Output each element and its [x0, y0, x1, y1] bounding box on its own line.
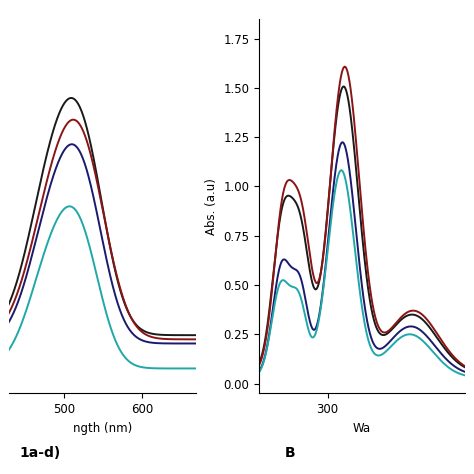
1a: [349, 128, 355, 134]
1d: [462, 373, 467, 378]
Line: 1b: 1b: [2, 119, 196, 339]
1b: [33, 222, 39, 228]
1c: [292, 266, 298, 272]
1a: [341, 83, 346, 89]
Line: 1c: 1c: [2, 144, 196, 344]
1a: [193, 332, 199, 338]
1c: [193, 341, 199, 346]
Line: 1d: 1d: [259, 170, 465, 375]
X-axis label: Wa: Wa: [353, 422, 371, 435]
1a: [394, 321, 400, 327]
Text: 1a-d): 1a-d): [19, 447, 60, 460]
1b: [411, 308, 417, 313]
1d: [411, 332, 417, 338]
1c: [394, 331, 400, 337]
1a: [292, 199, 298, 205]
1c: [33, 237, 39, 242]
Line: 1a: 1a: [259, 86, 465, 367]
1a: [0, 315, 5, 320]
Line: 1c: 1c: [259, 142, 465, 372]
1c: [462, 369, 467, 374]
1a: [411, 312, 417, 318]
1d: [349, 224, 355, 230]
Line: 1d: 1d: [2, 206, 196, 368]
1a: [256, 361, 262, 366]
1c: [87, 180, 93, 185]
1d: [129, 361, 135, 366]
1b: [462, 363, 467, 369]
1b: [309, 265, 315, 271]
Y-axis label: Abs. (a.u): Abs. (a.u): [205, 178, 218, 235]
Line: 1a: 1a: [2, 98, 196, 335]
1c: [309, 325, 315, 330]
1d: [309, 334, 315, 340]
Text: B: B: [284, 447, 295, 460]
1a: [146, 330, 151, 336]
1a: [309, 278, 315, 284]
1d: [378, 352, 383, 358]
1c: [49, 178, 55, 184]
1d: [292, 285, 298, 291]
1d: [0, 356, 5, 361]
1b: [394, 319, 400, 325]
1b: [70, 117, 76, 122]
1b: [49, 160, 55, 165]
1a: [49, 133, 55, 139]
1d: [33, 276, 39, 282]
1c: [256, 368, 262, 374]
1a: [378, 331, 383, 337]
1a: [33, 199, 39, 205]
1c: [69, 141, 75, 147]
1c: [378, 346, 383, 352]
1d: [256, 369, 262, 375]
1c: [339, 139, 345, 145]
1a: [68, 95, 74, 101]
1b: [114, 273, 119, 278]
1c: [114, 297, 119, 303]
1a: [462, 364, 467, 370]
1d: [193, 365, 199, 371]
1a: [114, 274, 119, 280]
1b: [349, 100, 355, 106]
1b: [129, 317, 135, 322]
1b: [256, 363, 262, 368]
1b: [378, 327, 383, 333]
1d: [114, 341, 119, 346]
1b: [342, 64, 347, 70]
1c: [129, 330, 135, 336]
1d: [338, 167, 344, 173]
1c: [349, 192, 355, 198]
X-axis label: ngth (nm): ngth (nm): [73, 422, 133, 435]
1a: [129, 316, 135, 322]
1b: [292, 182, 298, 188]
1c: [411, 324, 417, 330]
1d: [49, 228, 55, 234]
1d: [67, 203, 73, 209]
1a: [87, 138, 93, 144]
1b: [0, 321, 5, 327]
1d: [394, 338, 400, 344]
1c: [146, 339, 151, 345]
1b: [193, 337, 199, 342]
1b: [87, 149, 93, 155]
1c: [0, 329, 5, 335]
Line: 1b: 1b: [259, 67, 465, 366]
1d: [146, 365, 151, 371]
1d: [87, 246, 93, 251]
1b: [146, 333, 151, 339]
